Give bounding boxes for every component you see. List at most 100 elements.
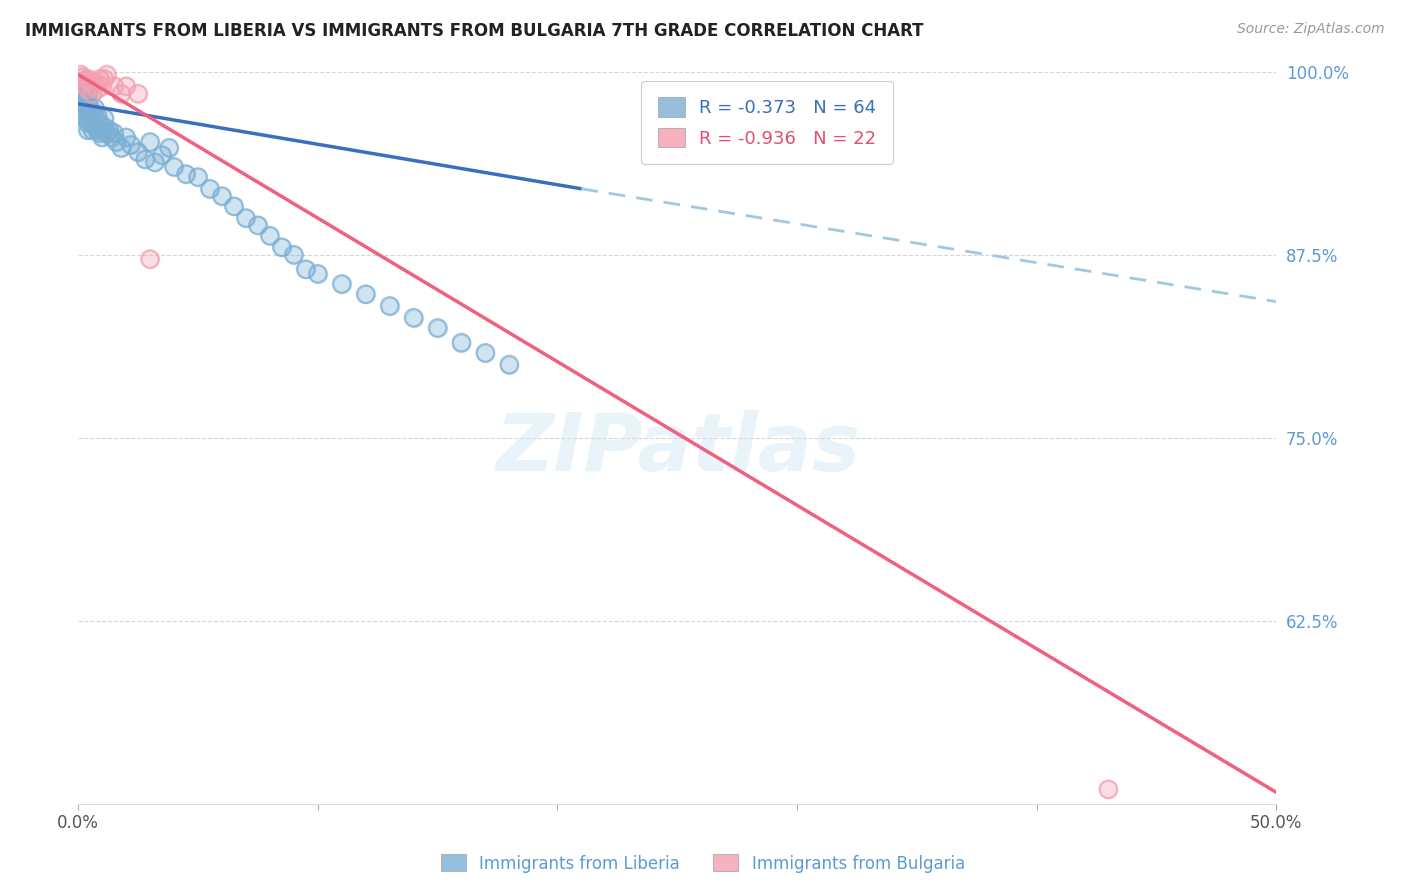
- Point: [96, 68, 118, 82]
- Point: [75, 105, 97, 120]
- Point: [110, 87, 132, 101]
- Point: [354, 287, 377, 301]
- Point: [82, 79, 104, 94]
- Point: [83, 75, 105, 89]
- Point: [76, 82, 98, 96]
- Point: [89, 116, 111, 130]
- Legend: Immigrants from Liberia, Immigrants from Bulgaria: Immigrants from Liberia, Immigrants from…: [434, 847, 972, 880]
- Point: [89, 126, 111, 140]
- Point: [93, 112, 115, 126]
- Point: [69, 101, 91, 115]
- Point: [96, 126, 118, 140]
- Point: [79, 112, 101, 126]
- Point: [307, 267, 329, 281]
- Text: IMMIGRANTS FROM LIBERIA VS IMMIGRANTS FROM BULGARIA 7TH GRADE CORRELATION CHART: IMMIGRANTS FROM LIBERIA VS IMMIGRANTS FR…: [25, 22, 924, 40]
- Point: [69, 68, 91, 82]
- Point: [89, 116, 111, 130]
- Point: [72, 87, 94, 101]
- Point: [79, 109, 101, 123]
- Point: [378, 299, 401, 313]
- Point: [93, 120, 115, 135]
- Point: [89, 126, 111, 140]
- Point: [82, 105, 104, 120]
- Point: [82, 87, 104, 101]
- Point: [100, 130, 122, 145]
- Point: [157, 141, 180, 155]
- Legend: R = -0.373   N = 64, R = -0.936   N = 22: R = -0.373 N = 64, R = -0.936 N = 22: [641, 80, 893, 164]
- Point: [222, 199, 245, 213]
- Point: [498, 358, 520, 372]
- Point: [330, 277, 353, 291]
- Point: [127, 87, 149, 101]
- Point: [69, 101, 91, 115]
- Point: [69, 91, 91, 105]
- Point: [82, 79, 104, 94]
- Point: [75, 79, 97, 94]
- Point: [72, 76, 94, 90]
- Point: [354, 287, 377, 301]
- Point: [76, 96, 98, 111]
- Point: [105, 135, 128, 149]
- Point: [134, 153, 156, 167]
- Point: [402, 310, 425, 325]
- Point: [75, 112, 97, 126]
- Point: [83, 112, 105, 126]
- Point: [86, 109, 108, 123]
- Point: [426, 321, 449, 335]
- Point: [450, 335, 472, 350]
- Point: [259, 228, 281, 243]
- Point: [139, 252, 162, 266]
- Point: [110, 141, 132, 155]
- Point: [163, 160, 186, 174]
- Point: [139, 252, 162, 266]
- Point: [86, 82, 108, 96]
- Point: [82, 116, 104, 130]
- Point: [72, 70, 94, 85]
- Point: [72, 76, 94, 90]
- Point: [235, 211, 257, 225]
- Point: [79, 101, 101, 115]
- Point: [270, 240, 292, 254]
- Point: [211, 189, 233, 203]
- Point: [450, 335, 472, 350]
- Point: [79, 101, 101, 115]
- Point: [79, 76, 101, 90]
- Point: [82, 116, 104, 130]
- Point: [270, 240, 292, 254]
- Point: [378, 299, 401, 313]
- Point: [474, 346, 496, 360]
- Point: [76, 87, 98, 101]
- Point: [69, 91, 91, 105]
- Point: [187, 169, 209, 184]
- Point: [83, 101, 105, 115]
- Point: [127, 145, 149, 160]
- Point: [69, 68, 91, 82]
- Text: ZIPatlas: ZIPatlas: [495, 410, 859, 488]
- Point: [100, 130, 122, 145]
- Point: [91, 130, 114, 145]
- Point: [110, 141, 132, 155]
- Point: [174, 167, 197, 181]
- Point: [103, 79, 125, 94]
- Point: [72, 96, 94, 111]
- Point: [1097, 782, 1119, 797]
- Point: [86, 82, 108, 96]
- Point: [157, 141, 180, 155]
- Point: [235, 211, 257, 225]
- Point: [498, 358, 520, 372]
- Point: [127, 87, 149, 101]
- Point: [86, 123, 108, 137]
- Point: [283, 248, 305, 262]
- Point: [246, 219, 269, 233]
- Point: [163, 160, 186, 174]
- Point: [79, 112, 101, 126]
- Point: [76, 82, 98, 96]
- Point: [93, 71, 115, 86]
- Point: [283, 248, 305, 262]
- Point: [76, 116, 98, 130]
- Point: [93, 120, 115, 135]
- Point: [75, 79, 97, 94]
- Point: [98, 123, 121, 137]
- Point: [91, 79, 114, 94]
- Point: [83, 75, 105, 89]
